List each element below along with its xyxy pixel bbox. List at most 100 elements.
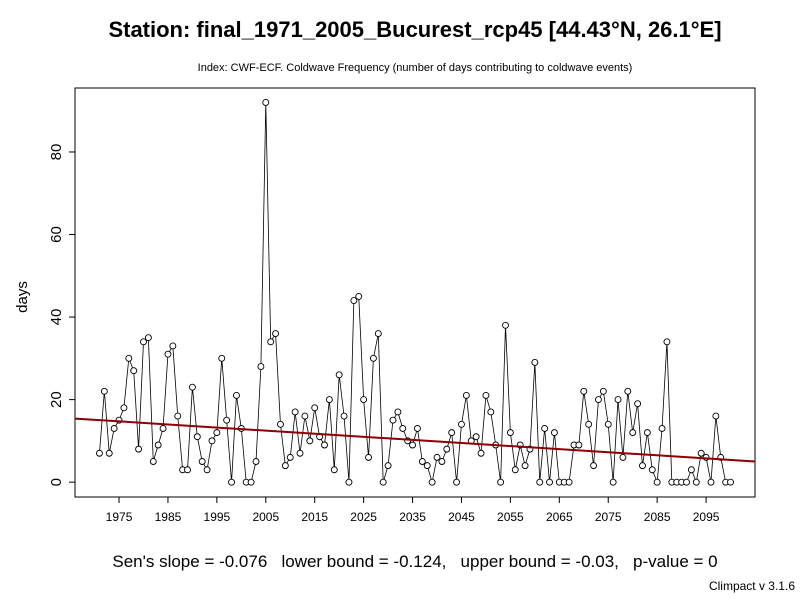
data-point xyxy=(311,404,319,412)
chart-title: Station: final_1971_2005_Bucurest_rcp45 … xyxy=(108,17,721,42)
y-tick-label: 60 xyxy=(48,226,65,243)
x-tick-label: 2005 xyxy=(252,510,279,524)
data-point xyxy=(330,466,338,474)
chart-subtitle: Index: CWF-ECF. Coldwave Frequency (numb… xyxy=(198,62,633,74)
data-point xyxy=(472,433,480,441)
data-point xyxy=(159,425,167,432)
data-point xyxy=(232,392,240,399)
data-point xyxy=(580,387,588,395)
data-point xyxy=(595,396,602,404)
data-point xyxy=(502,321,509,329)
data-point xyxy=(301,412,309,420)
data-point xyxy=(389,416,397,424)
data-point xyxy=(164,350,172,358)
data-point xyxy=(257,363,265,371)
data-point xyxy=(184,466,191,474)
data-point xyxy=(428,478,436,486)
data-point xyxy=(350,297,358,304)
data-point xyxy=(438,458,446,465)
data-point xyxy=(707,478,715,486)
data-point xyxy=(355,292,363,300)
data-point xyxy=(546,478,553,486)
data-point xyxy=(374,330,382,338)
data-point xyxy=(409,441,417,449)
data-point xyxy=(413,425,421,432)
plot-frame xyxy=(74,87,756,498)
data-point xyxy=(272,330,280,338)
data-point xyxy=(213,429,221,437)
data-point xyxy=(521,462,529,470)
data-point xyxy=(462,392,470,399)
data-point xyxy=(477,449,485,457)
data-point xyxy=(125,354,133,362)
data-point xyxy=(614,396,622,404)
trend-line xyxy=(74,417,756,463)
data-point xyxy=(727,478,734,486)
data-point xyxy=(306,437,314,445)
data-point xyxy=(487,408,495,416)
data-point xyxy=(663,338,671,346)
data-point xyxy=(697,449,705,457)
data-point xyxy=(188,383,196,391)
data-point xyxy=(340,412,348,420)
data-point xyxy=(443,445,451,453)
data-point xyxy=(599,387,607,395)
data-point xyxy=(648,466,656,474)
x-tick-label: 1975 xyxy=(106,510,133,524)
footer-stats: Sen's slope = -0.076 lower bound = -0.12… xyxy=(112,552,717,571)
data-point xyxy=(228,478,235,486)
data-point xyxy=(169,342,177,350)
x-tick-label: 2045 xyxy=(448,510,475,524)
data-point xyxy=(497,478,505,486)
data-point xyxy=(629,429,637,437)
data-point xyxy=(277,420,284,428)
data-point xyxy=(575,441,583,449)
data-point xyxy=(604,420,612,428)
data-point xyxy=(296,449,304,457)
data-point xyxy=(394,408,402,416)
data-point xyxy=(624,387,632,395)
credit: Climpact v 3.1.6 xyxy=(709,579,795,593)
data-point xyxy=(203,466,211,474)
data-point xyxy=(345,478,353,486)
data-point xyxy=(634,400,642,408)
data-point xyxy=(590,462,598,470)
x-tick-label: 2085 xyxy=(644,510,671,524)
x-tick-label: 2055 xyxy=(497,510,524,524)
data-point xyxy=(360,396,368,404)
data-point xyxy=(531,359,539,366)
data-point xyxy=(658,425,666,432)
y-tick-label: 0 xyxy=(48,478,65,486)
data-point xyxy=(653,478,661,486)
data-point xyxy=(267,338,275,346)
data-point xyxy=(223,416,231,424)
data-point xyxy=(149,458,157,465)
y-tick-label: 80 xyxy=(48,144,65,161)
data-point xyxy=(144,334,152,342)
x-tick-label: 2015 xyxy=(301,510,328,524)
data-point xyxy=(639,462,646,470)
data-point xyxy=(687,466,695,474)
data-point xyxy=(110,425,118,432)
data-point xyxy=(712,412,720,420)
data-point xyxy=(453,478,461,486)
data-point xyxy=(198,458,206,465)
data-point xyxy=(286,453,294,461)
data-point xyxy=(218,354,226,362)
x-tick-label: 2035 xyxy=(399,510,426,524)
data-point xyxy=(154,441,162,449)
x-tick-label: 2025 xyxy=(350,510,377,524)
data-point xyxy=(252,458,260,465)
data-point xyxy=(174,412,182,420)
data-point xyxy=(565,478,573,486)
data-point xyxy=(506,429,514,437)
x-tick-label: 2075 xyxy=(595,510,622,524)
data-point xyxy=(369,354,377,362)
data-point xyxy=(536,478,544,486)
data-point xyxy=(335,371,343,379)
data-point xyxy=(140,338,147,346)
data-point xyxy=(130,367,138,375)
data-line xyxy=(99,102,731,484)
